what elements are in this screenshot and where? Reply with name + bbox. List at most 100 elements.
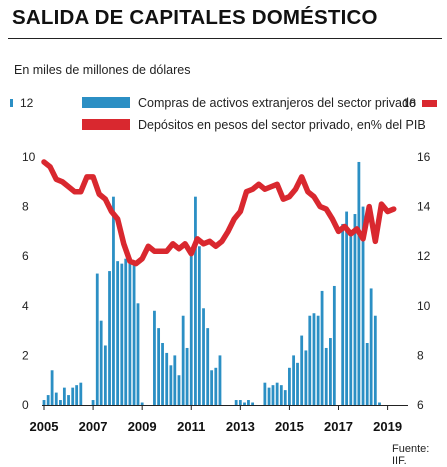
bar (71, 387, 75, 405)
bar (238, 400, 242, 405)
bar (247, 400, 250, 405)
bar (120, 263, 124, 405)
x-tick-label: 2015 (275, 419, 304, 434)
bar (99, 320, 103, 405)
bar (329, 338, 332, 405)
bar (214, 367, 218, 405)
legend: Compras de activos extranjeros del secto… (82, 96, 426, 132)
bar (124, 258, 128, 405)
bar (132, 261, 136, 405)
x-tick-label: 2019 (373, 419, 402, 434)
right-tick-label: 14 (417, 200, 431, 214)
chart-title: SALIDA DE CAPITALES DOMÉSTICO (12, 6, 378, 29)
bar (140, 402, 144, 405)
left-tick-label: 4 (22, 299, 29, 313)
bar (194, 196, 197, 405)
bar (103, 345, 107, 405)
left-tick-label: 2 (22, 348, 29, 362)
bar (67, 395, 70, 405)
bar (108, 271, 111, 405)
bar (316, 315, 320, 405)
legend-label-line: Depósitos en pesos del sector privado, e… (138, 118, 426, 132)
bar (345, 211, 349, 405)
title-divider (8, 38, 442, 39)
bar (116, 261, 120, 405)
bar (185, 347, 189, 405)
bar (46, 395, 50, 405)
bar (308, 315, 312, 405)
bar (59, 400, 62, 405)
left-tick-label: 10 (22, 150, 36, 164)
bar (243, 402, 246, 405)
bar (62, 387, 66, 405)
bar (95, 273, 99, 405)
bar (267, 387, 271, 405)
right-axis-top-label: 18 (403, 96, 417, 110)
bar (169, 365, 173, 405)
bar (251, 402, 255, 405)
left-tick-label: 8 (22, 200, 29, 214)
right-tick-label: 10 (417, 299, 431, 313)
legend-bar-swatch (82, 97, 130, 108)
bar (42, 400, 46, 405)
x-tick-label: 2011 (177, 419, 205, 434)
bar (50, 370, 54, 405)
bar (202, 308, 205, 405)
bar (177, 375, 181, 405)
bar (353, 214, 357, 405)
bar (136, 303, 140, 405)
bar (304, 350, 308, 405)
bar (300, 335, 304, 405)
right-tick-label: 6 (417, 398, 424, 412)
left-tick-label: 6 (22, 249, 29, 263)
bar (349, 236, 353, 405)
left-axis-marker-swatch (10, 99, 13, 107)
bar (161, 343, 164, 405)
legend-line-swatch (82, 119, 130, 130)
left-axis-ticks: 0 2 4 6 8 10 (22, 150, 36, 412)
right-tick-label: 8 (417, 348, 424, 362)
bar (153, 310, 156, 405)
bar (312, 313, 316, 405)
right-axis-marker: 18 (403, 96, 437, 110)
bar (79, 382, 83, 405)
bar (165, 352, 169, 405)
bar (54, 392, 58, 405)
bar (288, 367, 291, 405)
source-note: Fuente: IIF. (392, 443, 430, 467)
bar (173, 355, 177, 405)
legend-label-bars: Compras de activos extranjeros del secto… (138, 96, 416, 110)
x-tick-label: 2005 (30, 419, 59, 434)
bar (320, 290, 324, 405)
right-tick-label: 12 (417, 249, 431, 263)
bar (369, 288, 373, 405)
bar (279, 385, 283, 405)
bar (292, 355, 295, 405)
bar (234, 400, 238, 405)
bar (218, 355, 222, 405)
bar (332, 285, 336, 405)
bar (275, 382, 279, 405)
x-tick-label: 2017 (324, 419, 353, 434)
bar (263, 382, 267, 405)
bar (189, 251, 193, 405)
right-axis-ticks: 6 8 10 12 14 16 (417, 150, 431, 412)
bar (75, 385, 79, 405)
bar (112, 196, 115, 405)
bar (197, 246, 201, 405)
bar (365, 343, 369, 405)
bar (361, 206, 365, 405)
bar (181, 315, 185, 405)
line-series (41, 159, 397, 267)
bar (324, 347, 328, 405)
bar (357, 161, 361, 405)
bar-series (42, 161, 381, 405)
bar (91, 400, 95, 405)
chart-subtitle: En miles de millones de dólares (14, 63, 191, 77)
x-axis-ticks: 2005 2007 2009 2011 2013 2015 2017 2019 (30, 405, 402, 434)
bar (210, 370, 214, 405)
x-tick-label: 2009 (128, 419, 157, 434)
right-tick-label: 16 (417, 150, 431, 164)
